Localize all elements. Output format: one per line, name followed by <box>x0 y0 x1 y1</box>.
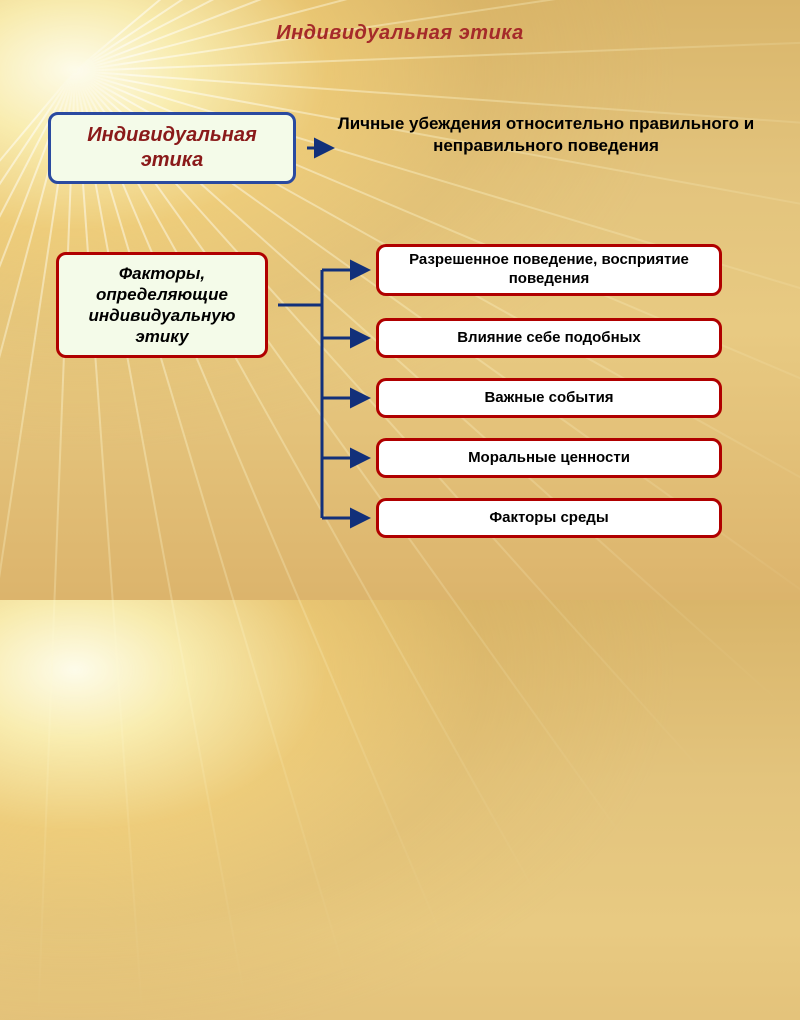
factor-item-text: Важные события <box>484 389 613 408</box>
factor-item-text: Факторы среды <box>489 509 608 528</box>
definition-text: Личные убеждения относительно правильног… <box>336 113 756 157</box>
factor-item: Факторы среды <box>376 498 722 538</box>
factor-item-text: Моральные ценности <box>468 449 630 468</box>
factor-item-text: Влияние себе подобных <box>457 329 641 348</box>
page-title-text: Индивидуальная этика <box>276 22 524 44</box>
factors-box-text: Факторы, определяющие индивидуальную эти… <box>69 263 255 348</box>
factor-item: Важные события <box>376 378 722 418</box>
concept-box: Индивидуальная этика <box>48 112 296 184</box>
factors-box: Факторы, определяющие индивидуальную эти… <box>56 252 268 358</box>
definition-text-content: Личные убеждения относительно правильног… <box>338 114 754 155</box>
background-rays <box>75 70 77 72</box>
page-title: Индивидуальная этика <box>0 22 800 45</box>
factor-item: Влияние себе подобных <box>376 318 722 358</box>
concept-box-text: Индивидуальная этика <box>61 123 283 173</box>
factor-item: Разрешенное поведение, восприятие поведе… <box>376 244 722 296</box>
factor-item: Моральные ценности <box>376 438 722 478</box>
factor-item-text: Разрешенное поведение, восприятие поведе… <box>389 251 709 289</box>
